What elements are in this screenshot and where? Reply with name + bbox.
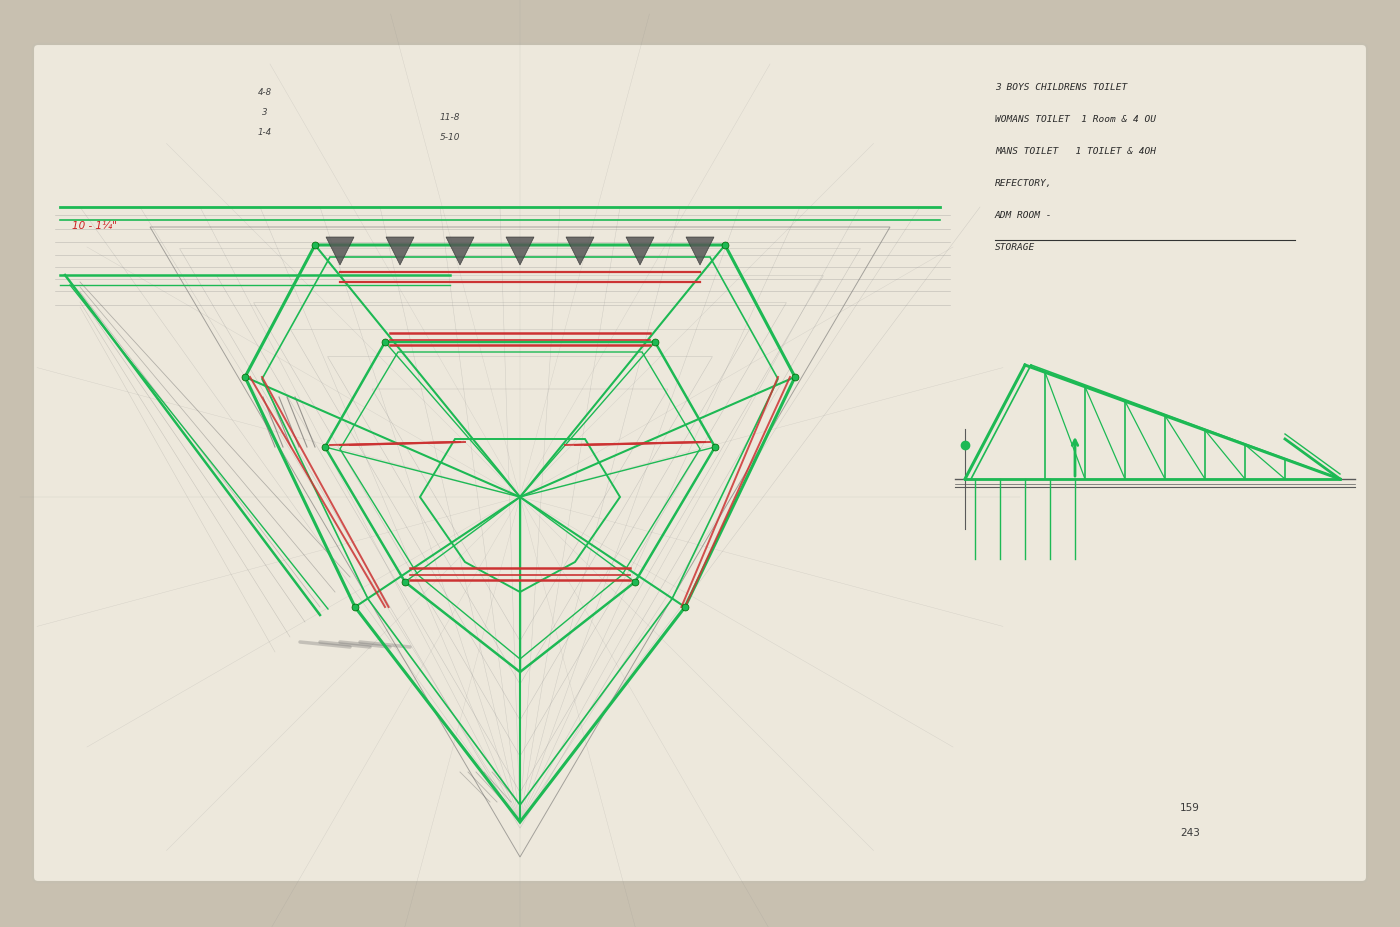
- Text: STORAGE: STORAGE: [995, 243, 1035, 252]
- Text: 10 - 1¼": 10 - 1¼": [71, 221, 116, 231]
- Text: 3: 3: [262, 108, 267, 117]
- Text: 3 BOYS CHILDRENS TOILET: 3 BOYS CHILDRENS TOILET: [995, 83, 1127, 92]
- Polygon shape: [686, 237, 714, 266]
- Text: WOMANS TOILET  1 Room & 4 OU: WOMANS TOILET 1 Room & 4 OU: [995, 115, 1156, 124]
- Text: 4-8: 4-8: [258, 88, 272, 97]
- Polygon shape: [386, 237, 414, 266]
- Text: 243: 243: [1180, 827, 1200, 837]
- Polygon shape: [505, 237, 533, 266]
- FancyBboxPatch shape: [34, 44, 1366, 883]
- Polygon shape: [326, 237, 354, 266]
- Text: 5-10: 5-10: [440, 133, 461, 142]
- Text: MANS TOILET   1 TOILET & 4OH: MANS TOILET 1 TOILET & 4OH: [995, 146, 1156, 156]
- Text: 159: 159: [1180, 802, 1200, 812]
- Text: 1-4: 1-4: [258, 128, 272, 137]
- Polygon shape: [626, 237, 654, 266]
- Text: ADM ROOM -: ADM ROOM -: [995, 210, 1053, 220]
- Polygon shape: [566, 237, 594, 266]
- Text: REFECTORY,: REFECTORY,: [995, 179, 1053, 188]
- Polygon shape: [447, 237, 475, 266]
- Text: 11-8: 11-8: [440, 113, 461, 121]
